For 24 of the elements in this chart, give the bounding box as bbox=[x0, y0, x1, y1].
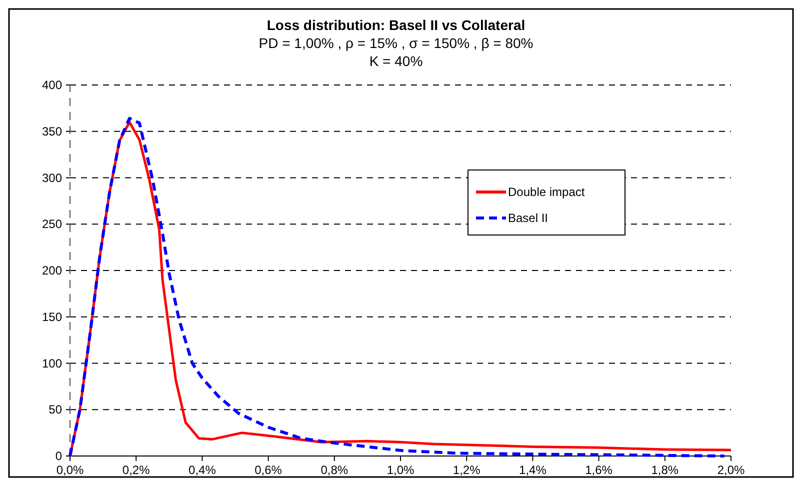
x-tick-label: 0,4% bbox=[188, 463, 216, 477]
x-tick-label: 0,8% bbox=[320, 463, 348, 477]
x-tick-label: 1,6% bbox=[585, 463, 613, 477]
x-tick-label: 2,0% bbox=[717, 463, 745, 477]
x-tick-label: 0,0% bbox=[56, 463, 84, 477]
x-tick-label: 1,2% bbox=[452, 463, 481, 477]
legend-label: Basel II bbox=[508, 211, 548, 225]
y-tick-label: 200 bbox=[42, 264, 62, 278]
chart-title: Loss distribution: Basel II vs Collateral bbox=[266, 17, 526, 33]
y-tick-label: 0 bbox=[55, 449, 62, 463]
x-tick-label: 0,6% bbox=[254, 463, 282, 477]
y-tick-label: 250 bbox=[42, 217, 62, 232]
y-tick-label: 400 bbox=[42, 78, 62, 92]
x-tick-label: 1,8% bbox=[651, 463, 679, 477]
y-tick-label: 100 bbox=[42, 356, 62, 370]
chart-subtitle: PD = 1,00% , ρ = 15% , σ = 150% , β = 80% K = 40% bbox=[258, 35, 534, 69]
legend-label: Double impact bbox=[508, 185, 586, 199]
x-tick-label: 1,0% bbox=[386, 463, 414, 477]
x-tick-label: 1,4% bbox=[519, 463, 547, 477]
y-tick-label: 300 bbox=[42, 170, 62, 185]
y-tick-label: 50 bbox=[48, 402, 62, 417]
y-tick-label: 350 bbox=[42, 124, 62, 138]
x-tick-label: 0,2% bbox=[122, 463, 150, 477]
y-tick-label: 150 bbox=[42, 310, 62, 324]
